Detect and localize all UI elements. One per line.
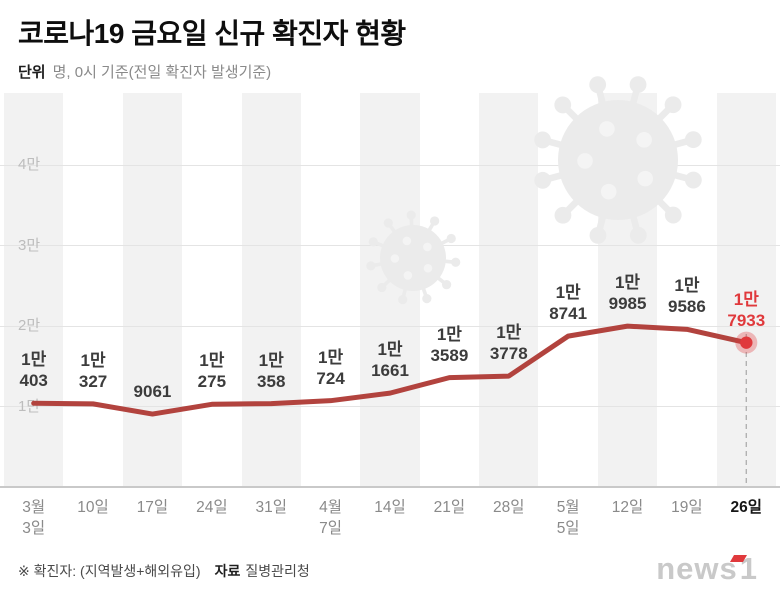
x-axis-label: 19일 [671,499,703,516]
data-label: 1만 7933 [727,289,766,330]
data-label: 1만 9985 [608,273,647,314]
x-axis-label: 28일 [493,499,525,516]
coronavirus-icon [430,216,440,226]
column-stripe [479,93,539,487]
data-label: 1만 724 [316,347,345,388]
column-stripe [716,93,776,487]
coronavirus-icon [589,226,607,244]
coronavirus-icon [402,236,412,246]
coronavirus-icon [558,100,678,220]
logo-text-news: news [656,551,738,586]
coronavirus-icon [599,121,615,137]
coronavirus-icon [383,218,393,228]
coronavirus-icon [554,206,572,224]
data-label: 1만 3589 [430,324,469,365]
x-axis-label: 24일 [196,499,228,516]
data-label: 9061 [133,382,172,402]
coronavirus-icon [636,132,652,148]
x-axis-label: 12일 [611,499,644,516]
coronavirus-icon [406,210,416,220]
logo-text-one: 1 [739,551,758,586]
data-label: 1만 403 [19,350,48,391]
trend-line [31,323,749,417]
coronavirus-icon [368,237,378,247]
coronavirus-icon [380,225,446,291]
data-label: 1만 1661 [371,340,409,381]
coronavirus-icon [441,280,452,290]
column-stripe [4,93,64,487]
x-axis-line [0,486,780,488]
grid-line [0,406,780,407]
coronavirus-icon [664,96,682,114]
coronavirus-icon [629,226,647,244]
coronavirus-icon [534,131,552,149]
coronavirus-icon [390,254,400,263]
coronavirus-icon [589,76,607,94]
x-axis-label: 31일 [255,499,287,516]
coronavirus-icon [534,171,552,189]
unit-label: 단위 [18,64,46,81]
x-axis-label: 10일 [77,499,109,516]
x-axis-label: 3월 3일 [22,499,46,537]
data-label: 1만 9586 [668,276,706,317]
data-label: 1만 3778 [489,323,528,364]
y-axis-label: 2만 [18,317,41,334]
coronavirus-icon [664,206,682,224]
coronavirus-icon [423,263,433,273]
page-title: 코로나19 금요일 신규 확진자 현황 [18,18,406,49]
y-axis-label: 3만 [18,236,41,254]
x-axis-label: 26일 [730,499,763,516]
unit-description: 명, 0시 기준(전일 확진자 발생기준) [52,64,272,81]
chart-footnote: ※ 확진자: (지역발생+해외유입) 자료 질병관리청 [18,561,310,581]
data-label: 1만 275 [197,351,227,392]
coronavirus-icon [600,183,617,200]
coronavirus-icon [451,257,461,267]
chart-subtitle: 단위 명, 0시 기준(전일 확진자 발생기준) [18,61,406,82]
news1-logo: news1 [656,551,758,587]
x-axis-label: 17일 [136,499,169,516]
coronavirus-icon [629,76,647,94]
coronavirus-icon [446,233,456,244]
data-label: 1만 358 [257,350,286,391]
x-axis-label: 5월 5일 [556,499,580,537]
coronavirus-icon [403,271,413,280]
confirmed-note: ※ 확진자: (지역발생+해외유입) [18,563,201,579]
coronavirus-icon [423,242,432,252]
grid-line [0,164,780,166]
y-axis-label: 4만 [18,156,41,173]
x-axis-label: 4월 7일 [319,499,343,537]
coronavirus-icon [366,261,376,271]
column-stripe [122,93,183,487]
x-axis-label: 14일 [374,499,406,516]
chart-header: 코로나19 금요일 신규 확진자 현황 단위 명, 0시 기준(전일 확진자 발생… [18,12,406,82]
column-stripe [241,93,301,487]
source-value: 질병관리청 [245,563,310,579]
source-label: 자료 [214,563,241,579]
end-point-dot [740,336,753,349]
coronavirus-icon [398,295,408,305]
coronavirus-icon [554,96,572,114]
grid-line [0,325,780,327]
coronavirus-icon [422,293,432,304]
coronavirus-icon [684,131,702,149]
data-label: 1만 327 [78,350,108,391]
coronavirus-icon [377,282,387,293]
coronavirus-icon [577,153,593,169]
coronavirus-icon [684,171,702,189]
data-label: 1만 8741 [549,283,588,324]
coronavirus-icon [637,170,654,187]
x-axis-label: 21일 [433,499,466,516]
